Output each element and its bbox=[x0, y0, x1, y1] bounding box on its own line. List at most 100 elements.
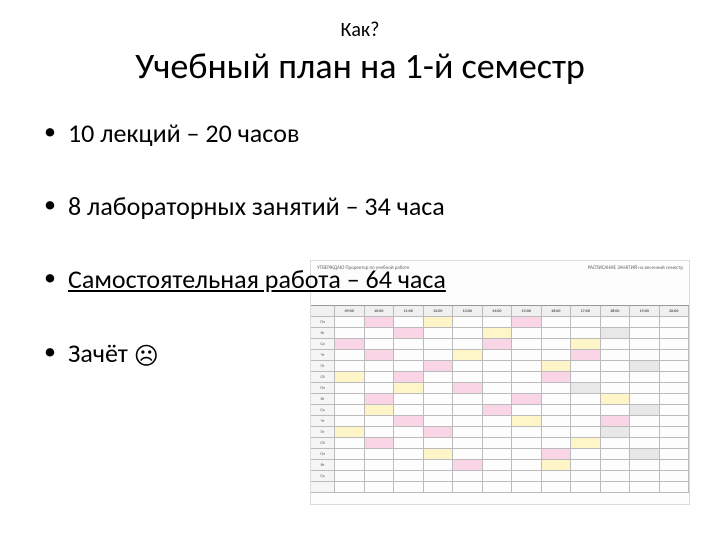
schedule-cell bbox=[365, 438, 395, 449]
schedule-cell bbox=[365, 394, 395, 405]
schedule-cell bbox=[630, 427, 660, 438]
schedule-row-label: Ср bbox=[311, 471, 335, 482]
schedule-cell bbox=[542, 394, 572, 405]
sad-face-icon: ☹ bbox=[134, 345, 159, 369]
schedule-cell bbox=[424, 416, 454, 427]
schedule-cell bbox=[394, 427, 424, 438]
schedule-cell bbox=[365, 471, 395, 482]
schedule-cell bbox=[453, 372, 483, 383]
schedule-cell bbox=[453, 383, 483, 394]
schedule-cell bbox=[453, 427, 483, 438]
schedule-cell bbox=[335, 449, 365, 460]
schedule-cell bbox=[571, 482, 601, 493]
schedule-cell bbox=[601, 460, 631, 471]
schedule-cell bbox=[424, 460, 454, 471]
schedule-cell bbox=[483, 482, 513, 493]
schedule-row-label: Ср bbox=[311, 405, 335, 416]
schedule-cell bbox=[335, 372, 365, 383]
schedule-cell bbox=[453, 438, 483, 449]
schedule-cell bbox=[365, 416, 395, 427]
schedule-cell bbox=[601, 372, 631, 383]
schedule-cell bbox=[483, 460, 513, 471]
schedule-cell bbox=[365, 383, 395, 394]
schedule-cell bbox=[453, 482, 483, 493]
schedule-cell bbox=[483, 372, 513, 383]
schedule-cell bbox=[365, 372, 395, 383]
schedule-cell bbox=[365, 427, 395, 438]
schedule-cell bbox=[630, 416, 660, 427]
schedule-cell bbox=[424, 427, 454, 438]
schedule-cell bbox=[512, 405, 542, 416]
page-title: Учебный план на 1-й семестр bbox=[40, 44, 680, 88]
schedule-cell bbox=[630, 471, 660, 482]
schedule-row-label: Вт bbox=[311, 460, 335, 471]
schedule-row-label bbox=[311, 482, 335, 493]
schedule-cell bbox=[601, 471, 631, 482]
bullet-exam-text: Зачёт bbox=[68, 337, 134, 369]
schedule-cell bbox=[542, 416, 572, 427]
schedule-cell bbox=[630, 405, 660, 416]
schedule-cell bbox=[571, 438, 601, 449]
bullet-list: 10 лекций – 20 часов 8 лабораторных заня… bbox=[40, 118, 680, 369]
schedule-cell bbox=[394, 372, 424, 383]
schedule-cell bbox=[394, 449, 424, 460]
schedule-row-label: Чт bbox=[311, 416, 335, 427]
schedule-cell bbox=[601, 427, 631, 438]
schedule-cell bbox=[542, 449, 572, 460]
schedule-cell bbox=[512, 482, 542, 493]
schedule-cell bbox=[660, 394, 690, 405]
bullet-labs: 8 лабораторных занятий – 34 часа bbox=[40, 191, 680, 222]
schedule-cell bbox=[571, 471, 601, 482]
schedule-row-label: Пн bbox=[311, 383, 335, 394]
schedule-cell bbox=[424, 372, 454, 383]
schedule-cell bbox=[660, 449, 690, 460]
schedule-cell bbox=[630, 449, 660, 460]
schedule-row-label: Пн bbox=[311, 449, 335, 460]
schedule-cell bbox=[512, 471, 542, 482]
schedule-row-label: Вт bbox=[311, 394, 335, 405]
bullet-lectures: 10 лекций – 20 часов bbox=[40, 118, 680, 149]
schedule-cell bbox=[512, 372, 542, 383]
schedule-cell bbox=[601, 383, 631, 394]
schedule-cell bbox=[630, 394, 660, 405]
schedule-cell bbox=[453, 405, 483, 416]
schedule-cell bbox=[630, 482, 660, 493]
schedule-row-label: Пт bbox=[311, 427, 335, 438]
schedule-cell bbox=[660, 471, 690, 482]
schedule-cell bbox=[453, 449, 483, 460]
schedule-cell bbox=[453, 460, 483, 471]
schedule-cell bbox=[483, 394, 513, 405]
schedule-row-label: Сб bbox=[311, 372, 335, 383]
schedule-cell bbox=[365, 405, 395, 416]
schedule-cell bbox=[365, 449, 395, 460]
schedule-cell bbox=[660, 482, 690, 493]
schedule-cell bbox=[424, 438, 454, 449]
schedule-cell bbox=[483, 471, 513, 482]
schedule-cell bbox=[453, 416, 483, 427]
schedule-cell bbox=[365, 460, 395, 471]
schedule-cell bbox=[512, 427, 542, 438]
schedule-cell bbox=[483, 383, 513, 394]
schedule-cell bbox=[601, 438, 631, 449]
schedule-cell bbox=[571, 372, 601, 383]
schedule-cell bbox=[512, 460, 542, 471]
schedule-cell bbox=[512, 449, 542, 460]
schedule-cell bbox=[660, 372, 690, 383]
schedule-cell bbox=[483, 405, 513, 416]
schedule-cell bbox=[630, 460, 660, 471]
schedule-cell bbox=[335, 405, 365, 416]
bullet-exam: Зачёт ☹ bbox=[40, 338, 680, 369]
schedule-cell bbox=[571, 449, 601, 460]
schedule-cell bbox=[394, 460, 424, 471]
schedule-cell bbox=[394, 383, 424, 394]
schedule-cell bbox=[601, 482, 631, 493]
schedule-cell bbox=[394, 405, 424, 416]
schedule-cell bbox=[660, 416, 690, 427]
schedule-cell bbox=[424, 394, 454, 405]
schedule-cell bbox=[335, 416, 365, 427]
schedule-cell bbox=[571, 416, 601, 427]
schedule-cell bbox=[335, 438, 365, 449]
schedule-cell bbox=[571, 383, 601, 394]
schedule-cell bbox=[483, 427, 513, 438]
schedule-cell bbox=[424, 482, 454, 493]
